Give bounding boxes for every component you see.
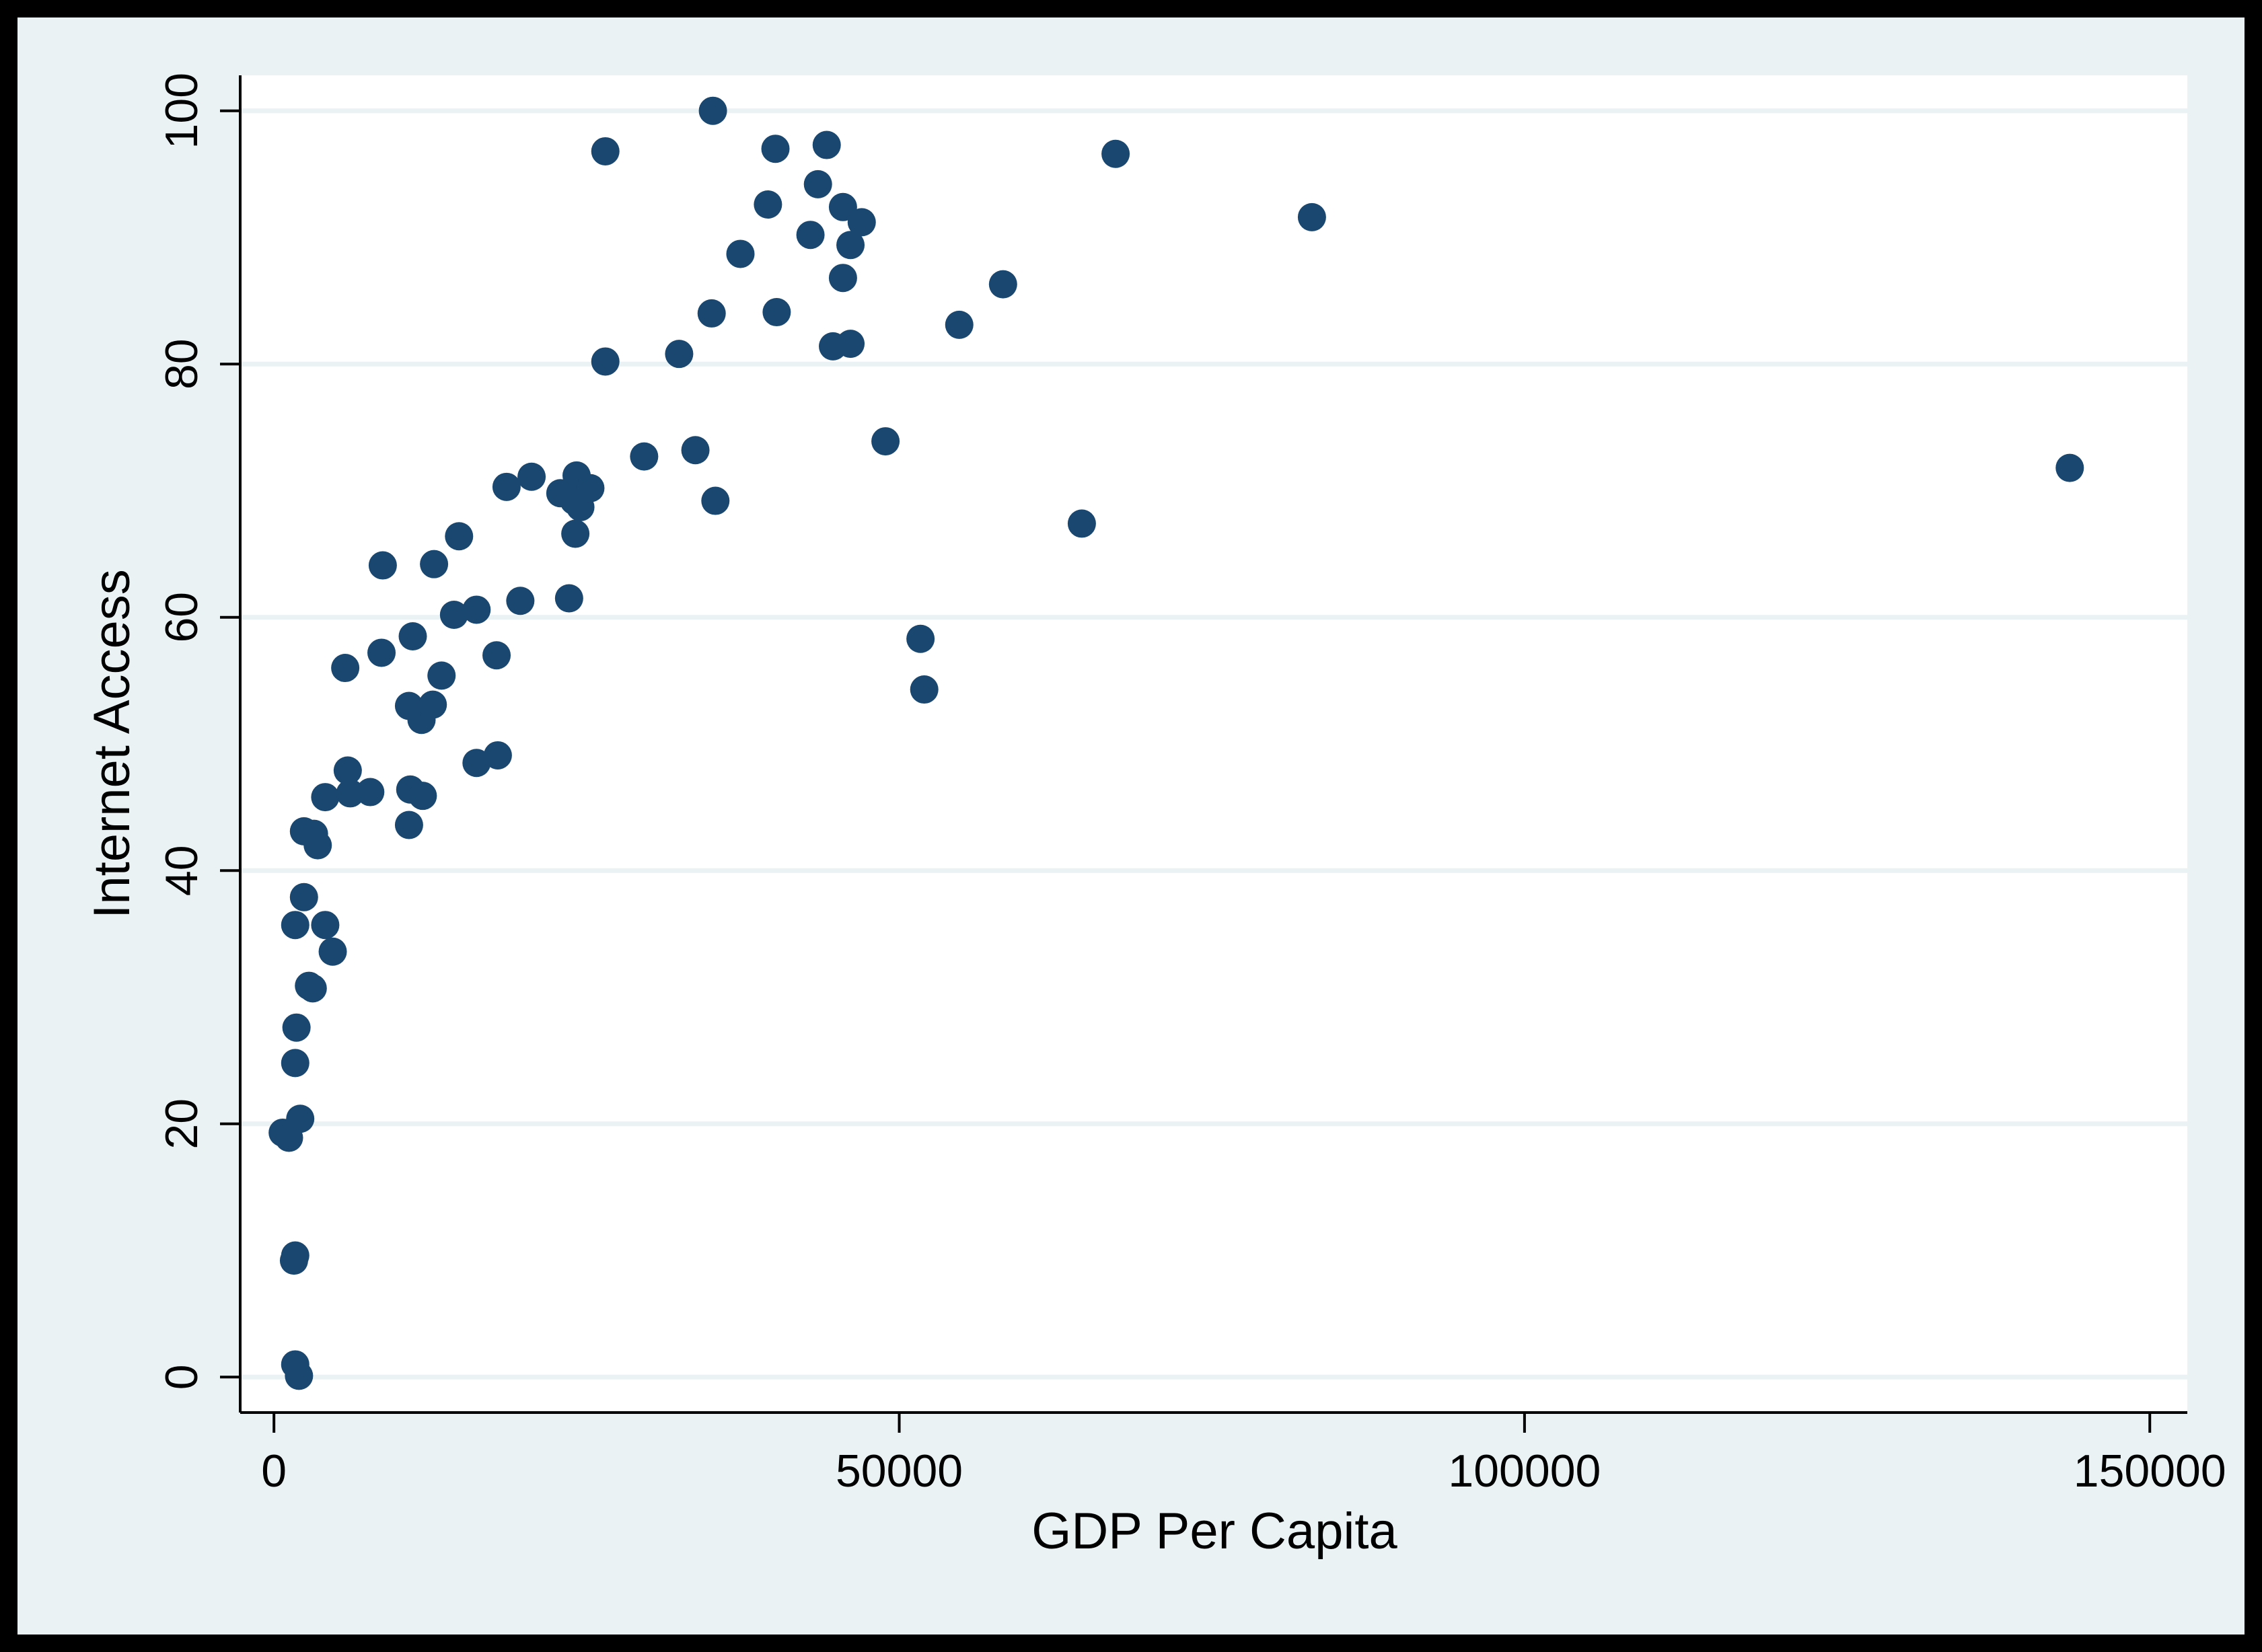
data-point-14 xyxy=(311,783,340,812)
x-tick-label-0: 0 xyxy=(261,1446,287,1497)
data-point-20 xyxy=(333,756,362,785)
data-point-64 xyxy=(812,130,841,159)
y-tick-label-20: 20 xyxy=(156,1098,207,1150)
data-point-70 xyxy=(847,208,876,237)
y-tick-label-40: 40 xyxy=(156,845,207,896)
data-points xyxy=(268,96,2084,1390)
data-point-4 xyxy=(282,1013,311,1042)
data-point-34 xyxy=(439,600,468,629)
data-point-31 xyxy=(418,690,447,719)
data-point-62 xyxy=(796,221,825,250)
data-point-42 xyxy=(517,462,546,491)
data-point-58 xyxy=(726,239,755,268)
data-point-30 xyxy=(398,622,427,650)
data-point-55 xyxy=(697,299,726,328)
data-point-8 xyxy=(289,883,318,911)
data-point-53 xyxy=(665,340,694,369)
data-point-21 xyxy=(336,779,365,808)
y-axis-title: Internet Access xyxy=(83,569,141,919)
data-point-66 xyxy=(828,192,857,221)
data-point-44 xyxy=(554,584,583,613)
data-point-78 xyxy=(1297,202,1326,231)
data-point-68 xyxy=(836,330,865,359)
data-point-59 xyxy=(754,190,782,219)
data-point-6 xyxy=(298,974,327,1003)
x-tick-label-50000: 50000 xyxy=(836,1446,963,1497)
data-point-54 xyxy=(681,436,710,465)
data-point-67 xyxy=(828,264,857,293)
data-point-38 xyxy=(483,741,512,769)
data-point-56 xyxy=(698,96,727,125)
data-point-13 xyxy=(303,831,332,860)
y-tick-label-100: 100 xyxy=(156,73,207,149)
data-point-9 xyxy=(311,911,340,940)
data-point-69 xyxy=(836,231,865,260)
data-point-76 xyxy=(1067,509,1096,538)
data-point-16 xyxy=(281,1241,309,1270)
data-point-49 xyxy=(576,474,605,502)
data-point-35 xyxy=(445,522,474,551)
data-point-19 xyxy=(331,654,360,683)
x-axis-title: GDP Per Capita xyxy=(1031,1503,1397,1560)
y-tick-label-0: 0 xyxy=(156,1364,207,1390)
data-point-32 xyxy=(427,661,456,690)
data-point-36 xyxy=(462,595,491,624)
data-point-77 xyxy=(1101,139,1130,168)
data-point-74 xyxy=(945,310,974,339)
data-point-60 xyxy=(761,135,790,163)
plot-area xyxy=(240,75,2187,1413)
data-point-52 xyxy=(630,442,659,471)
data-point-22 xyxy=(356,778,385,806)
data-point-73 xyxy=(910,675,939,704)
y-tick-label-60: 60 xyxy=(156,592,207,643)
data-point-57 xyxy=(701,486,730,515)
data-point-71 xyxy=(871,427,900,456)
y-tick-label-80: 80 xyxy=(156,338,207,389)
data-point-39 xyxy=(482,641,511,670)
data-point-23 xyxy=(368,551,397,580)
data-point-18 xyxy=(285,1361,314,1390)
data-point-41 xyxy=(506,587,535,615)
x-tick-label-100000: 100000 xyxy=(1448,1446,1601,1497)
data-point-27 xyxy=(408,782,437,811)
data-point-75 xyxy=(988,270,1017,299)
data-point-24 xyxy=(367,638,396,667)
data-point-10 xyxy=(318,937,347,966)
x-axis-ticks: 0 50000 100000 150000 xyxy=(261,1413,2226,1497)
data-point-61 xyxy=(762,298,791,327)
data-point-7 xyxy=(281,911,309,940)
data-point-40 xyxy=(492,472,521,501)
data-point-63 xyxy=(803,170,832,198)
gridlines xyxy=(240,108,2187,1380)
data-point-72 xyxy=(906,624,935,653)
data-point-26 xyxy=(394,811,423,839)
data-point-33 xyxy=(420,550,449,578)
axes xyxy=(239,75,2187,1414)
data-point-51 xyxy=(591,137,620,165)
data-point-2 xyxy=(286,1104,315,1133)
data-point-3 xyxy=(281,1049,309,1078)
data-point-79 xyxy=(2055,453,2084,482)
data-point-50 xyxy=(591,347,620,376)
data-point-45 xyxy=(561,519,590,548)
x-tick-label-150000: 150000 xyxy=(2074,1446,2226,1497)
data-point-37 xyxy=(462,749,491,778)
y-axis-ticks: 0 20 40 60 80 100 xyxy=(156,73,240,1390)
